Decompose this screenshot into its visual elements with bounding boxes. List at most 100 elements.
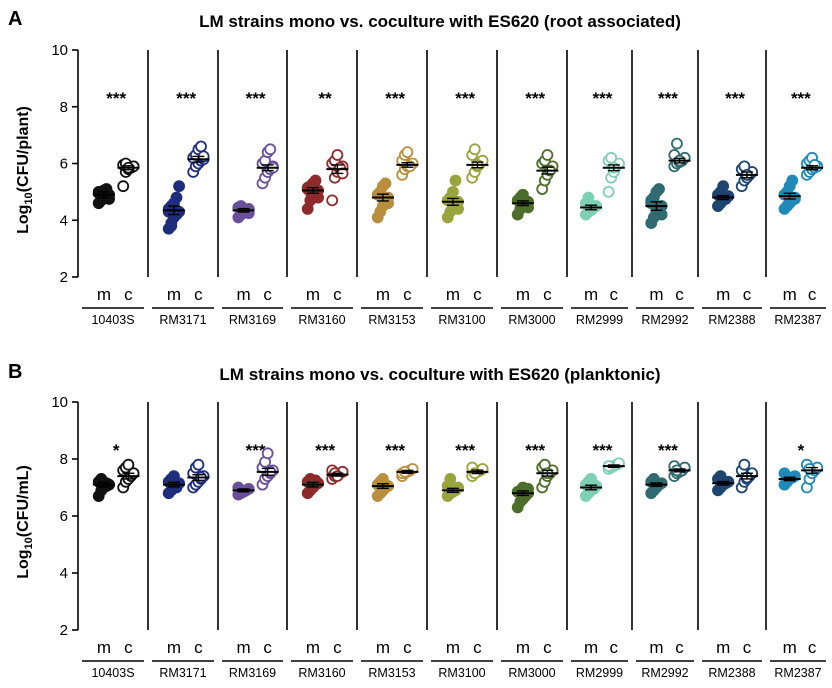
condition-label-mono: m: [376, 285, 390, 304]
condition-label-coculture: c: [543, 285, 552, 304]
coculture-point: [264, 143, 277, 156]
coculture-point: [671, 137, 683, 150]
coculture-point: [117, 180, 130, 193]
significance-label: ***: [658, 441, 678, 460]
mono-point: [655, 208, 668, 221]
significance-label: ***: [592, 89, 612, 108]
coculture-point: [803, 463, 816, 475]
mono-point: [786, 174, 799, 187]
mono-point: [173, 180, 186, 193]
y-tick-label: 2: [60, 622, 68, 639]
condition-label-coculture: c: [194, 285, 203, 304]
strain-label: RM2992: [641, 313, 688, 327]
condition-label-coculture: c: [808, 638, 817, 657]
y-tick-label: 6: [60, 508, 68, 525]
significance-label: ***: [385, 441, 405, 460]
mono-point: [517, 188, 529, 201]
y-axis-label: Log10(CFU/plant): [15, 106, 35, 234]
coculture-point: [326, 194, 339, 207]
y-tick-label: 4: [60, 565, 68, 582]
y-tick-label: 6: [60, 156, 68, 173]
strain-label: RM3160: [298, 666, 345, 680]
mono-point: [452, 202, 465, 215]
y-tick-label: 8: [60, 99, 68, 116]
strain-label: RM2388: [708, 313, 755, 327]
strain-label: RM3171: [159, 666, 206, 680]
condition-label-mono: m: [516, 285, 530, 304]
strain-label: RM3169: [229, 666, 276, 680]
mono-point: [645, 194, 658, 207]
condition-label-mono: m: [306, 285, 320, 304]
strain-label: RM2999: [576, 666, 623, 680]
strain-label: RM3000: [508, 313, 555, 327]
significance-label: ***: [725, 89, 745, 108]
strain-label: RM3169: [229, 313, 276, 327]
condition-label-coculture: c: [194, 638, 203, 657]
strain-label: RM3171: [159, 313, 206, 327]
condition-label-coculture: c: [403, 638, 412, 657]
significance-label: ***: [525, 89, 545, 108]
condition-label-mono: m: [584, 285, 598, 304]
condition-label-mono: m: [716, 638, 730, 657]
condition-label-coculture: c: [333, 285, 342, 304]
condition-label-coculture: c: [473, 285, 482, 304]
condition-label-mono: m: [376, 638, 390, 657]
condition-label-mono: m: [236, 638, 250, 657]
condition-label-coculture: c: [743, 285, 752, 304]
coculture-point: [468, 143, 481, 156]
condition-label-mono: m: [97, 638, 111, 657]
condition-label-coculture: c: [675, 638, 684, 657]
y-tick-label: 4: [60, 212, 68, 229]
panel-b-title: LM strains mono vs. coculture with ES620…: [219, 365, 660, 384]
condition-label-coculture: c: [675, 285, 684, 304]
mono-point: [379, 177, 392, 190]
strain-label: RM2387: [774, 313, 821, 327]
mono-point: [165, 220, 178, 232]
condition-label-mono: m: [97, 285, 111, 304]
condition-label-mono: m: [306, 638, 320, 657]
mono-point: [170, 191, 183, 204]
mono-point: [582, 191, 595, 204]
condition-label-coculture: c: [124, 285, 133, 304]
mono-point: [309, 174, 322, 187]
condition-label-mono: m: [783, 285, 797, 304]
mono-point: [444, 473, 457, 485]
mono-point: [312, 191, 325, 204]
strain-label: RM3153: [368, 666, 415, 680]
strain-label: RM3100: [438, 666, 485, 680]
significance-label: ***: [658, 89, 678, 108]
strain-label: 10403S: [91, 666, 134, 680]
significance-label: *: [113, 441, 120, 460]
condition-label-coculture: c: [333, 638, 342, 657]
significance-label: ***: [525, 441, 545, 460]
mono-point: [304, 185, 317, 198]
y-tick-label: 10: [51, 394, 68, 411]
coculture-point: [605, 151, 618, 164]
significance-label: ***: [791, 89, 811, 108]
significance-label: ***: [455, 89, 475, 108]
y-axis-label: Log10(CFU/mL): [15, 465, 35, 579]
panel-label-b: B: [8, 361, 22, 383]
strain-label: RM3160: [298, 313, 345, 327]
coculture-point: [122, 458, 135, 471]
strain-label: RM2387: [774, 666, 821, 680]
coculture-point: [401, 146, 414, 159]
mono-point: [653, 183, 665, 195]
panel-label-a: A: [8, 8, 22, 30]
condition-label-coculture: c: [263, 638, 272, 657]
coculture-point: [602, 185, 615, 198]
condition-label-coculture: c: [124, 638, 133, 657]
condition-label-coculture: c: [610, 285, 619, 304]
panel-a-title: LM strains mono vs. coculture with ES620…: [199, 12, 681, 31]
y-tick-label: 2: [60, 269, 68, 286]
condition-label-mono: m: [584, 638, 598, 657]
condition-label-mono: m: [649, 285, 663, 304]
significance-label: ***: [385, 89, 405, 108]
condition-label-mono: m: [716, 285, 730, 304]
condition-label-mono: m: [167, 285, 181, 304]
condition-label-coculture: c: [403, 285, 412, 304]
